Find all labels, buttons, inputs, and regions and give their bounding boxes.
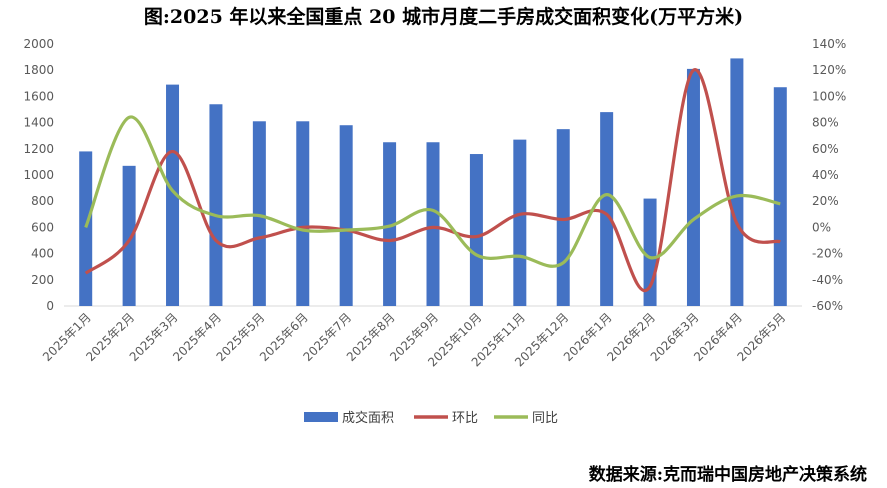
left-tick-label: 200 bbox=[31, 273, 54, 287]
bar bbox=[383, 142, 397, 306]
left-tick-label: 1000 bbox=[23, 168, 54, 182]
bar bbox=[339, 125, 353, 306]
bar bbox=[686, 68, 700, 306]
legend-label: 成交面积 bbox=[342, 410, 394, 426]
right-tick-label: -20% bbox=[812, 247, 843, 261]
bar bbox=[773, 87, 787, 306]
left-tick-label: 800 bbox=[31, 194, 54, 208]
right-tick-label: 20% bbox=[812, 194, 839, 208]
line-series-mom bbox=[84, 68, 781, 292]
bar bbox=[600, 112, 614, 307]
left-tick-label: 600 bbox=[31, 220, 54, 234]
bar bbox=[296, 121, 310, 306]
bar bbox=[209, 104, 223, 306]
right-tick-label: -60% bbox=[812, 299, 843, 313]
chart-title: 图:2025 年以来全国重点 20 城市月度二手房成交面积变化(万平方米) bbox=[143, 6, 744, 28]
legend-label: 同比 bbox=[532, 411, 558, 426]
left-tick-label: 0 bbox=[46, 299, 54, 313]
bar bbox=[166, 84, 180, 306]
bar bbox=[252, 121, 266, 306]
bar bbox=[426, 142, 440, 306]
bar bbox=[79, 151, 93, 306]
left-tick-label: 1600 bbox=[23, 89, 54, 103]
legend-swatch-bar bbox=[304, 412, 338, 422]
right-tick-label: 120% bbox=[812, 63, 846, 77]
legend-label: 环比 bbox=[452, 411, 478, 426]
bar bbox=[122, 165, 136, 306]
right-tick-label: 40% bbox=[812, 168, 839, 182]
left-tick-label: 2000 bbox=[23, 37, 54, 51]
bar bbox=[513, 139, 527, 306]
right-tick-label: 100% bbox=[812, 89, 846, 103]
right-tick-label: 80% bbox=[812, 116, 839, 130]
left-tick-label: 400 bbox=[31, 247, 54, 261]
bar bbox=[730, 58, 744, 306]
right-tick-label: 140% bbox=[812, 37, 846, 51]
left-tick-label: 1400 bbox=[23, 116, 54, 130]
data-source-note: 数据来源:克而瑞中国房地产决策系统 bbox=[588, 465, 867, 485]
right-tick-label: 0% bbox=[812, 220, 831, 234]
bar bbox=[469, 154, 483, 306]
right-tick-label: 60% bbox=[812, 142, 839, 156]
left-tick-label: 1200 bbox=[23, 142, 54, 156]
left-tick-label: 1800 bbox=[23, 63, 54, 77]
line-series-yoy bbox=[84, 115, 781, 268]
right-tick-label: -40% bbox=[812, 273, 843, 287]
